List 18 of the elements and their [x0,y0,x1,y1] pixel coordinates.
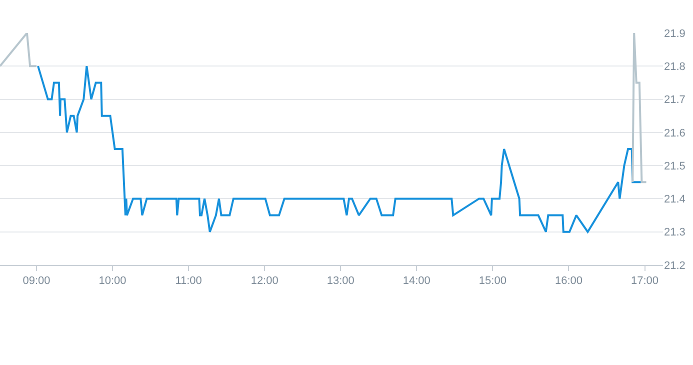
x-tick-label: 17:00 [630,275,659,288]
y-tick-label: 21.5 [664,160,686,172]
line-series [37,65,642,233]
y-tick-label: 21.2 [664,260,686,272]
y-tick-label: 21.8 [664,60,686,73]
x-tick-label: 16:00 [554,275,582,288]
x-tick-label: 15:00 [478,275,506,288]
x-tick-label: 11:00 [175,275,202,288]
x-tick-label: 12:00 [250,275,278,288]
x-tick-label: 10:00 [98,275,126,288]
x-tick-label: 09:00 [22,275,50,288]
x-tick-label: 14:00 [402,275,430,288]
y-tick-label: 21.4 [664,194,686,206]
y-tick-label: 21.3 [664,226,686,239]
y-tick-label: 21.7 [664,94,686,106]
y-tick-label: 21.6 [664,127,686,140]
y-tick-label: 21.9 [664,28,686,40]
x-tick-label: 13:00 [326,275,354,288]
